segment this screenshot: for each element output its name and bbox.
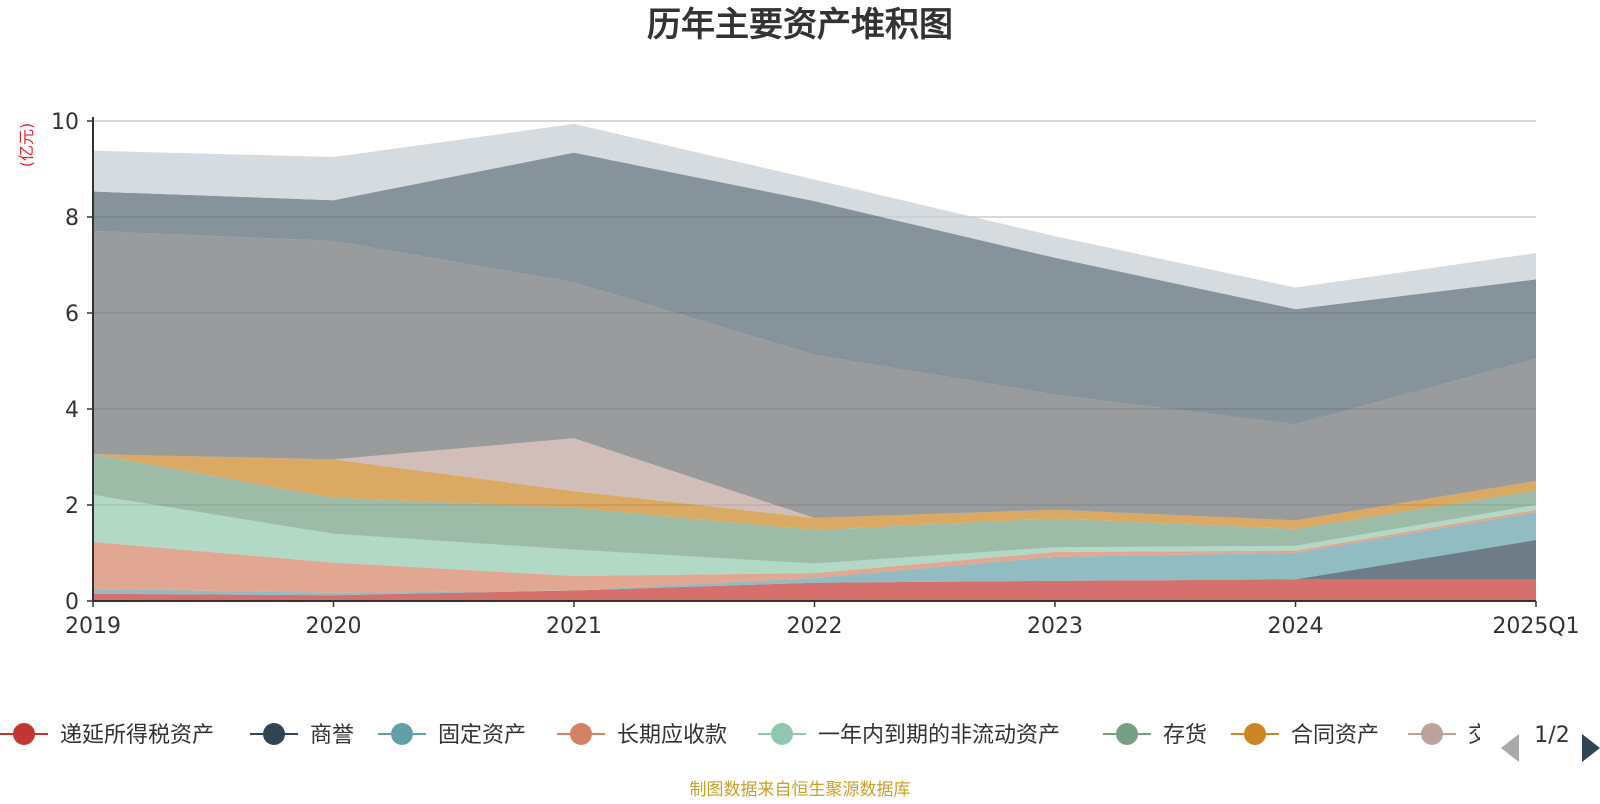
legend-page-indicator: 1/2 xyxy=(1534,723,1569,748)
area-series-10[interactable] xyxy=(93,123,1536,310)
legend-item[interactable]: 固定资产 xyxy=(378,723,526,748)
y-tick-label: 6 xyxy=(65,302,79,327)
legend-swatch-dot xyxy=(391,723,413,745)
area-series-0[interactable] xyxy=(93,579,1536,601)
x-tick-label: 2023 xyxy=(1027,614,1083,639)
legend-swatch-dot xyxy=(263,723,285,745)
legend-swatch-dot xyxy=(771,723,793,745)
legend-label: 合同资产 xyxy=(1291,723,1379,748)
area-series-5[interactable] xyxy=(93,454,1536,564)
legend: 递延所得税资产 商誉 固定资产 长期应收款 一年内到期的非流动资产 存货 合同资产 交易性金融… xyxy=(0,723,1600,748)
area-series-7[interactable] xyxy=(93,438,1536,521)
area-series-3[interactable] xyxy=(93,509,1536,593)
y-tick-label: 10 xyxy=(51,110,79,135)
legend-label: 递延所得税资产 xyxy=(60,723,214,748)
x-tick-label: 2025Q1 xyxy=(1492,614,1579,639)
axes: 0 2 4 6 8 10 2019 2020 2021 2022 2023 2024 2025Q1 xyxy=(51,110,1580,639)
area-series-8[interactable] xyxy=(93,230,1536,521)
legend-item[interactable]: 一年内到期的非流动资产 xyxy=(758,723,1060,748)
legend-swatch-dot xyxy=(570,723,592,745)
legend-item[interactable]: 商誉 xyxy=(250,723,354,748)
area-series-2[interactable] xyxy=(93,512,1536,596)
legend-item[interactable]: 合同资产 xyxy=(1231,723,1379,748)
legend-label: 存货 xyxy=(1163,723,1207,748)
legend-swatch-dot xyxy=(1244,723,1266,745)
x-tick-label: 2020 xyxy=(306,614,362,639)
y-tick-label: 8 xyxy=(65,206,79,231)
legend-swatch-dot xyxy=(13,723,35,745)
legend-swatch-dot xyxy=(1421,723,1443,745)
legend-item[interactable]: 存货 xyxy=(1103,723,1207,748)
x-tick-label: 2021 xyxy=(546,614,602,639)
x-tick-label: 2019 xyxy=(65,614,121,639)
legend-item[interactable]: 交易性金融资产 xyxy=(1408,723,1600,748)
legend-pager[interactable]: 1/2 xyxy=(1501,723,1600,762)
x-tick-label: 2024 xyxy=(1268,614,1324,639)
legend-item[interactable]: 长期应收款 xyxy=(557,723,727,748)
legend-label: 商誉 xyxy=(310,723,354,748)
area-series-6[interactable] xyxy=(93,454,1536,530)
legend-label: 交易性金融资产 xyxy=(1468,723,1600,748)
legend-next-icon[interactable] xyxy=(1582,734,1600,762)
y-tick-label: 4 xyxy=(65,398,79,423)
legend-label: 固定资产 xyxy=(438,723,526,748)
area-series-9[interactable] xyxy=(93,152,1536,425)
data-source-note: 制图数据来自恒生聚源数据库 xyxy=(690,780,911,800)
legend-item[interactable]: 递延所得税资产 xyxy=(0,723,214,748)
legend-prev-icon[interactable] xyxy=(1501,734,1519,762)
stacked-areas xyxy=(93,123,1536,601)
legend-swatch-dot xyxy=(1116,723,1138,745)
legend-label: 长期应收款 xyxy=(617,723,727,748)
area-series-4[interactable] xyxy=(93,494,1536,577)
x-tick-label: 2022 xyxy=(787,614,843,639)
y-tick-label: 0 xyxy=(65,590,79,615)
legend-label: 一年内到期的非流动资产 xyxy=(818,723,1060,748)
y-axis-unit-label: (亿元) xyxy=(17,123,36,168)
chart-title: 历年主要资产堆积图 xyxy=(647,5,953,45)
y-tick-label: 2 xyxy=(65,494,79,519)
